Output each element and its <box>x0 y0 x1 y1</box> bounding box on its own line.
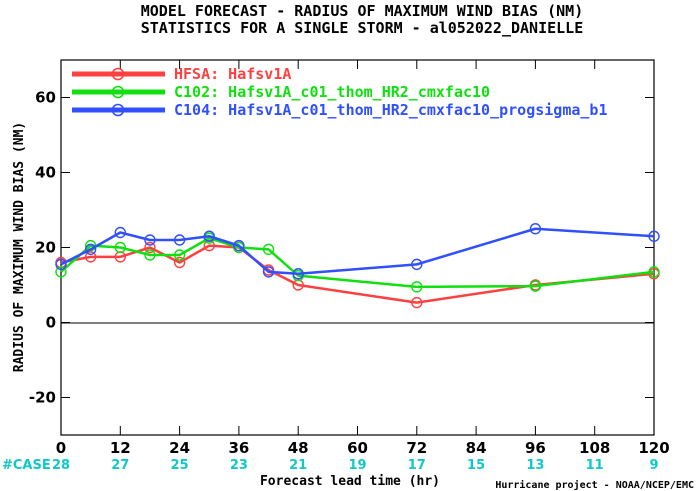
x-tick-label: 120 <box>638 439 669 457</box>
y-tick-label: -20 <box>29 389 56 407</box>
data-point <box>292 268 304 280</box>
data-point <box>648 266 660 278</box>
x-tick-label: 36 <box>228 439 249 457</box>
case-count: 28 <box>52 458 70 473</box>
data-point <box>84 243 97 256</box>
y-axis-ticks: -20 0 20 40 60 <box>29 89 654 407</box>
x-tick-label: 24 <box>169 439 190 457</box>
x-tick-label: 12 <box>110 439 131 457</box>
y-tick-label: 60 <box>35 89 56 107</box>
legend-label: C104: Hafsv1A_c01_thom_HR2_cmxfac10_prog… <box>174 101 607 119</box>
case-count: 11 <box>586 458 604 473</box>
data-point <box>173 249 186 261</box>
data-point <box>144 234 156 246</box>
case-count: 17 <box>408 458 426 473</box>
x-tick-label: 84 <box>466 439 487 457</box>
data-point <box>55 266 67 278</box>
series-2 <box>55 232 660 293</box>
legend-label: HFSA: Hafsv1A <box>174 65 291 83</box>
data-point <box>173 256 186 269</box>
data-point <box>648 230 660 242</box>
data-point <box>411 258 423 271</box>
case-count: 15 <box>467 458 485 473</box>
case-count: 13 <box>526 458 544 473</box>
data-point <box>55 258 67 271</box>
data-point <box>203 230 215 242</box>
data-point <box>233 239 245 252</box>
data-point <box>411 281 423 293</box>
case-count: 9 <box>649 458 658 473</box>
data-point <box>173 234 186 246</box>
data-point <box>529 280 542 292</box>
y-tick-label: 40 <box>35 164 56 182</box>
case-counts: 28 27 25 23 21 19 17 15 13 11 9 <box>52 458 659 473</box>
x-tick-label: 108 <box>579 439 610 457</box>
y-axis-label: RADIUS OF MAXIMUM WIND BIAS (NM) <box>12 122 27 372</box>
data-point <box>114 226 127 239</box>
data-point <box>262 243 275 256</box>
x-axis-label: Forecast lead time (hr) <box>260 474 440 489</box>
x-tick-label: 96 <box>525 439 546 457</box>
case-count: 19 <box>348 458 366 473</box>
legend-label: C102: Hafsv1A_c01_thom_HR2_cmxfac10 <box>174 83 490 101</box>
case-label: #CASE <box>2 458 51 473</box>
legend-marker <box>111 103 125 117</box>
y-tick-label: 0 <box>46 314 56 332</box>
x-axis-ticks: 0 12 24 36 48 60 72 84 96 108 120 <box>56 60 670 457</box>
legend-marker <box>111 67 125 81</box>
data-point <box>411 296 423 309</box>
case-count: 23 <box>230 458 248 473</box>
series-3 <box>55 223 660 280</box>
x-tick-label: 72 <box>406 439 427 457</box>
chart-subtitle: STATISTICS FOR A SINGLE STORM - al052022… <box>141 19 584 37</box>
data-point <box>114 241 127 254</box>
x-tick-label: 48 <box>288 439 309 457</box>
data-point <box>84 251 97 263</box>
case-count: 21 <box>289 458 307 473</box>
y-tick-label: 20 <box>35 239 56 257</box>
series-layer <box>55 223 660 309</box>
chart-title: MODEL FORECAST - RADIUS OF MAXIMUM WIND … <box>141 2 584 20</box>
credit-text: Hurricane project - NOAA/NCEP/EMC <box>495 479 694 491</box>
legend-marker <box>111 85 125 99</box>
data-point <box>262 266 275 278</box>
case-count: 27 <box>111 458 129 473</box>
data-point <box>144 241 156 254</box>
data-point <box>529 223 542 235</box>
data-point <box>144 249 156 261</box>
case-count: 25 <box>171 458 189 473</box>
x-tick-label: 0 <box>56 439 66 457</box>
x-tick-label: 60 <box>347 439 368 457</box>
